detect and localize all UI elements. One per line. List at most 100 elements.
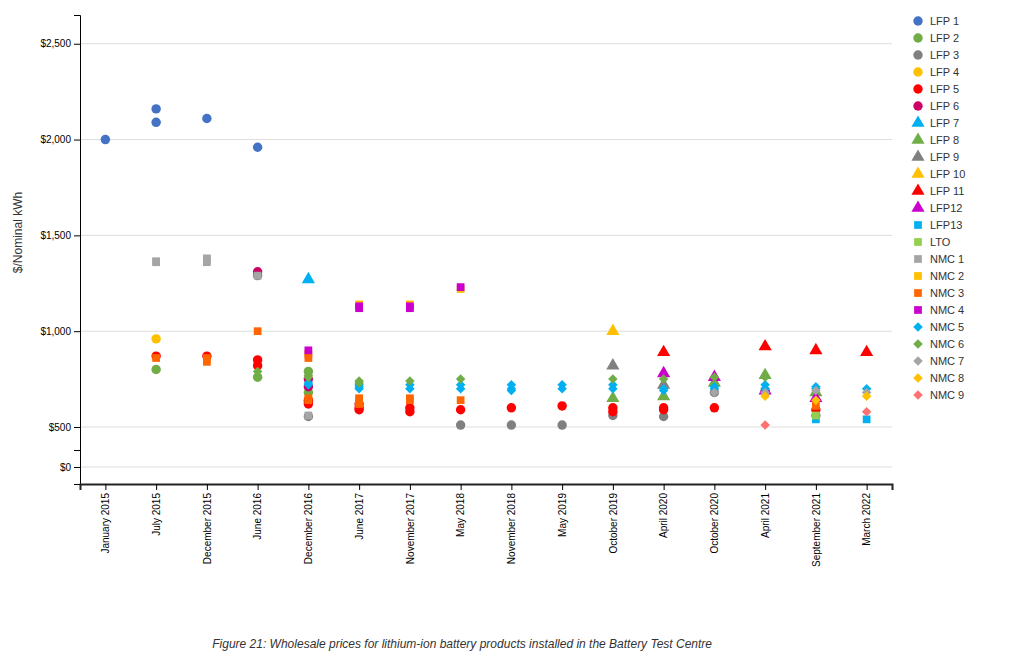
legend-label: LFP 5 <box>930 83 959 95</box>
legend-symbol <box>914 255 922 263</box>
chart: $500$1,000$1,500$2,000$2,500$/Nominal kW… <box>0 0 1027 662</box>
x-tick-mark <box>613 484 614 490</box>
y-tick-label: $2,500 <box>40 38 71 49</box>
legend-item: LFP13 <box>914 219 962 231</box>
point <box>203 255 211 263</box>
legend-symbol <box>914 289 922 297</box>
point <box>457 283 465 291</box>
series <box>152 327 819 409</box>
point <box>253 367 262 376</box>
x-tick: June 2016 <box>252 484 263 540</box>
x-axis-line <box>81 485 893 491</box>
legend-symbol <box>913 50 922 59</box>
point <box>659 405 668 414</box>
legend-item: LFP 1 <box>913 15 959 27</box>
legend-item: LTO <box>914 236 951 248</box>
x-tick: October 2020 <box>709 484 720 554</box>
x-tick-mark <box>714 484 715 490</box>
legend-item: NMC 7 <box>913 355 964 367</box>
legend-label: LTO <box>930 236 951 248</box>
grid <box>80 44 892 427</box>
series <box>253 271 821 430</box>
series <box>760 392 871 405</box>
x-tick-label: October 2019 <box>608 493 619 554</box>
y-tick-label: $1,000 <box>40 326 71 337</box>
grid <box>80 467 892 468</box>
point <box>507 403 516 412</box>
point <box>608 384 617 393</box>
point <box>406 304 414 312</box>
point <box>812 412 820 420</box>
y-tick-mark <box>74 235 80 236</box>
point <box>354 399 363 408</box>
x-tick-label: April 2020 <box>658 493 669 538</box>
point <box>708 370 721 381</box>
x-tick-mark <box>105 484 106 490</box>
legend-symbol <box>913 390 922 399</box>
legend-symbol <box>913 33 922 42</box>
grid-line <box>80 43 892 44</box>
x-tick: May 2018 <box>455 484 466 537</box>
point <box>406 396 414 404</box>
legend-item: NMC 5 <box>913 321 964 333</box>
point <box>304 372 313 381</box>
x-tick-mark <box>410 484 411 490</box>
grid-line <box>80 467 892 468</box>
point <box>203 358 211 366</box>
legend-symbol <box>911 166 924 177</box>
x-tick-mark <box>562 484 563 490</box>
grid-line <box>80 331 892 332</box>
x-tick-mark <box>664 484 665 490</box>
point <box>202 114 211 123</box>
series <box>606 358 670 389</box>
point <box>354 378 363 387</box>
legend-symbol <box>911 183 924 194</box>
grid-line <box>80 235 892 236</box>
series <box>302 272 315 283</box>
x-tick-mark <box>258 484 259 490</box>
x-tick-label: May 2018 <box>455 493 466 537</box>
legend: LFP 1LFP 2LFP 3LFP 4LFP 5LFP 6LFP 7LFP 8… <box>911 15 965 401</box>
y-tick-label: $2,000 <box>40 134 71 145</box>
point <box>305 396 313 404</box>
point <box>809 343 822 354</box>
y-tick: $2,500 <box>40 38 80 49</box>
y-tick-label: $0 <box>60 462 72 473</box>
x-tick-label: September 2021 <box>811 493 822 567</box>
x-tick: September 2021 <box>811 484 822 567</box>
x-tick-label: March 2022 <box>861 493 872 546</box>
point <box>253 271 262 280</box>
y-tick: $1,500 <box>40 230 80 241</box>
point <box>608 407 617 416</box>
point <box>305 346 313 354</box>
legend-symbol <box>911 200 924 211</box>
legend-symbol <box>911 132 924 143</box>
legend-item: LFP 10 <box>911 166 965 179</box>
x-tick: May 2019 <box>557 484 568 537</box>
legend-symbol <box>913 339 922 348</box>
legend-symbol <box>911 149 924 160</box>
legend-item: NMC 1 <box>914 253 964 265</box>
legend-label: LFP 6 <box>930 100 959 112</box>
legend-label: LFP 8 <box>930 134 959 146</box>
legend-item: LFP12 <box>911 200 962 213</box>
y-tick-label: $1,500 <box>40 230 71 241</box>
point <box>302 272 315 283</box>
point <box>405 407 414 416</box>
series <box>151 334 160 343</box>
point <box>405 376 414 385</box>
point <box>456 405 465 414</box>
point <box>305 354 313 362</box>
x-tick-mark <box>816 484 817 490</box>
x-tick: July 2015 <box>151 484 162 536</box>
x-tick: January 2015 <box>100 484 111 554</box>
y-tick-mark <box>74 331 80 332</box>
point <box>457 396 465 404</box>
point <box>152 258 160 266</box>
series <box>606 324 619 335</box>
point <box>659 374 668 383</box>
legend-symbol <box>914 272 922 280</box>
point <box>659 386 668 395</box>
x-tick: December 2016 <box>303 484 314 564</box>
legend-label: LFP 3 <box>930 49 959 61</box>
